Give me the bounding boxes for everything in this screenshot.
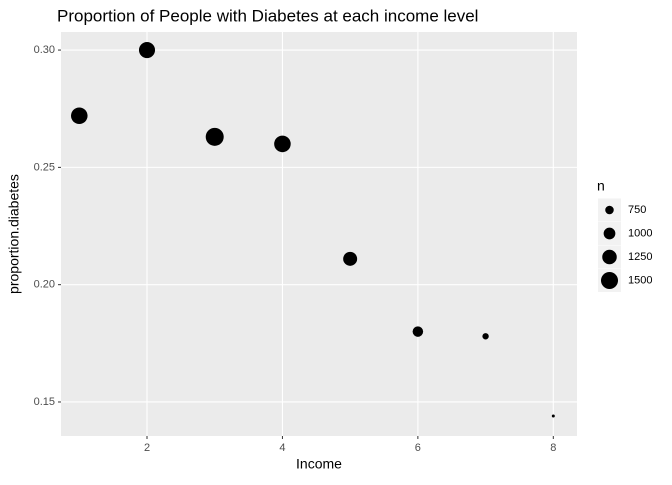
chart-title: Proportion of People with Diabetes at ea… — [57, 6, 478, 25]
legend-label: 750 — [628, 204, 646, 216]
legend-symbol — [603, 227, 616, 240]
point — [274, 135, 291, 153]
panel — [61, 32, 577, 436]
legend-label: 1500 — [628, 274, 652, 286]
point — [343, 251, 358, 266]
x-tick-label: 6 — [415, 442, 421, 454]
x-axis-title: Income — [296, 456, 342, 472]
x-tick-label: 2 — [144, 442, 150, 454]
legend-symbol — [605, 205, 614, 215]
point — [205, 127, 224, 146]
y-tick-label: 0.30 — [34, 44, 55, 56]
y-tick-label: 0.20 — [34, 279, 55, 291]
point — [412, 326, 424, 337]
legend-symbol — [602, 249, 617, 265]
point — [482, 333, 489, 340]
y-axis-title: proportion.diabetes — [6, 174, 22, 294]
legend-symbol — [600, 271, 619, 290]
x-tick-label: 4 — [279, 442, 285, 454]
y-tick-label: 0.25 — [34, 161, 55, 173]
point — [138, 42, 156, 59]
point — [71, 107, 88, 125]
legend-label: 1250 — [628, 251, 652, 263]
point — [551, 414, 555, 418]
legend-title: n — [597, 178, 605, 194]
x-tick-label: 8 — [550, 442, 556, 454]
legend-label: 1000 — [628, 227, 652, 239]
y-tick-label: 0.15 — [34, 396, 55, 408]
